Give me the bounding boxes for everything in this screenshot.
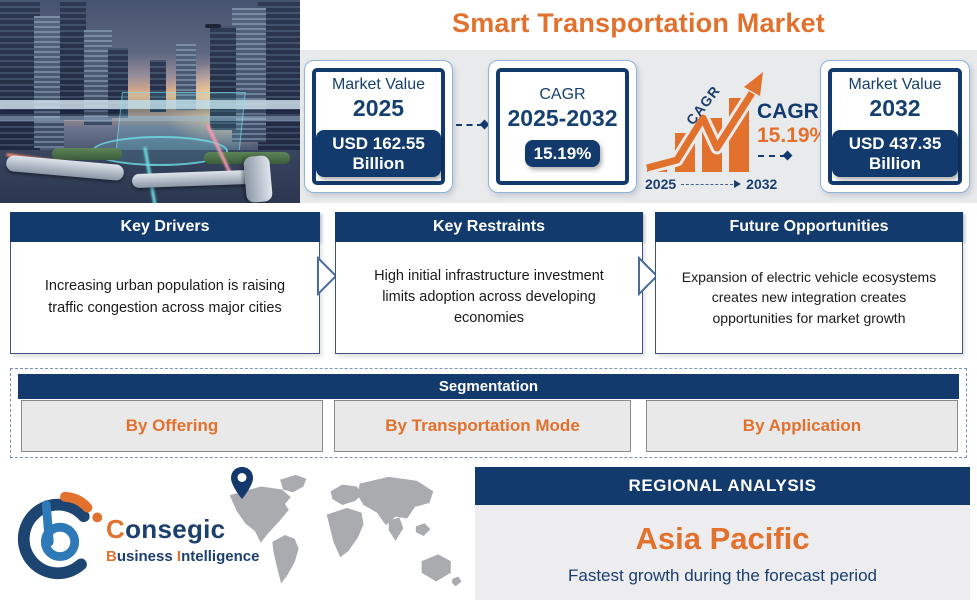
connector-arrow [758, 150, 793, 161]
chart-year-axis: 2025 2032 [645, 176, 777, 192]
segmentation-title: Segmentation [18, 374, 959, 399]
page-title: Smart Transportation Market [452, 8, 825, 38]
brand-sub-rest1: usiness [116, 547, 173, 565]
segment-by-transportation-mode: By Transportation Mode [334, 400, 631, 452]
green-roof [52, 148, 122, 160]
market-value-2032-label: Market Value [848, 75, 942, 93]
chart-end-year: 2032 [746, 176, 778, 192]
map-asia [357, 476, 434, 526]
future-opportunities-title: Future Opportunities [655, 212, 963, 242]
key-restraints-text: High initial infrastructure investment l… [335, 242, 643, 354]
drone [205, 24, 221, 28]
connector-arrow [456, 119, 490, 130]
photo-building [150, 60, 166, 112]
world-map [229, 474, 462, 587]
diamond-arrowhead [782, 150, 793, 161]
dashed-line [758, 154, 786, 157]
segment-by-application: By Application [646, 400, 958, 452]
key-drivers-panel: Key Drivers Increasing urban population … [10, 212, 320, 355]
photo-building [176, 44, 196, 110]
smart-city-photo [0, 0, 300, 203]
cagr-card-inner: CAGR 2025-2032 15.19% [496, 68, 629, 185]
future-opportunities-text: Expansion of electric vehicle ecosystems… [655, 242, 963, 354]
regional-analysis-body: Asia Pacific Fastest growth during the f… [475, 505, 970, 600]
regional-analysis-section: REGIONAL ANALYSIS Asia Pacific Fastest g… [475, 467, 970, 600]
brand-logo: Consegic Business Intelligence [12, 487, 259, 585]
regional-analysis-title: REGIONAL ANALYSIS [475, 467, 970, 505]
map-south-america [272, 535, 299, 584]
map-greenland [280, 474, 307, 493]
map-india [388, 517, 404, 541]
key-restraints-panel: Key Restraints High initial infrastructu… [335, 212, 643, 355]
chevron-right-icon [638, 255, 659, 297]
key-restraints-title: Key Restraints [335, 212, 643, 242]
trend-arrowhead [744, 72, 763, 96]
market-value-2025-year: 2025 [352, 94, 405, 121]
brand-name-rest: onsegic [125, 513, 226, 544]
key-drivers-text: Increasing urban population is raising t… [10, 242, 320, 354]
brand-text: Consegic Business Intelligence [106, 514, 259, 565]
region-name: Asia Pacific [635, 521, 810, 556]
map-north-america [229, 486, 291, 543]
dashed-line [456, 123, 483, 126]
market-value-2025-card: Market Value 2025 USD 162.55 Billion [304, 60, 453, 193]
cagr-label: CAGR [539, 85, 586, 103]
cagr-card: CAGR 2025-2032 15.19% [488, 60, 637, 193]
cagr-note-value: 15.19% [757, 124, 829, 148]
chevron-right-icon [317, 255, 338, 297]
market-value-2032-year: 2032 [869, 94, 921, 121]
cagr-period: 2025-2032 [507, 104, 618, 131]
elevated-roadway [0, 100, 300, 109]
region-subtitle: Fastest growth during the forecast perio… [568, 566, 877, 585]
market-value-2025-inner: Market Value 2025 USD 162.55 Billion [312, 68, 445, 185]
market-value-2025-label: Market Value [331, 75, 426, 93]
brand-subtitle: Business Intelligence [106, 548, 259, 565]
growth-chart-graphic: CAGR [645, 72, 763, 174]
bus [243, 154, 273, 203]
cagr-note-label: CAGR [757, 100, 819, 123]
future-opportunities-panel: Future Opportunities Expansion of electr… [655, 212, 963, 355]
year-arrowhead [734, 180, 742, 188]
brand-sub-accent2: I [176, 547, 182, 565]
photo-building [210, 26, 236, 130]
segmentation-section: Segmentation By Offering By Transportati… [10, 368, 967, 458]
market-value-2032-value: USD 437.35 Billion [832, 129, 958, 178]
brand-name: Consegic [106, 514, 259, 545]
brand-sub-accent1: B [106, 547, 117, 565]
elevated-roadway [0, 116, 300, 121]
map-australia [421, 554, 451, 582]
location-pin-icon [231, 467, 253, 499]
cagr-value: 15.19% [524, 139, 601, 168]
brand-sub-rest2: ntelligence [181, 547, 260, 565]
year-dashed-line [681, 183, 734, 185]
brand-name-accent: C [106, 513, 126, 544]
trend-line [646, 91, 755, 172]
photo-building [34, 16, 64, 148]
segment-by-offering: By Offering [21, 400, 323, 452]
chart-start-year: 2025 [645, 176, 677, 192]
map-new-zealand [451, 576, 462, 587]
map-europe [330, 484, 363, 505]
market-value-2032-card: Market Value 2032 USD 437.35 Billion [820, 60, 970, 193]
photo-building [0, 0, 40, 152]
market-value-2032-inner: Market Value 2032 USD 437.35 Billion [828, 68, 962, 185]
map-southeast-asia [415, 523, 431, 536]
photo-building [84, 30, 112, 126]
cagr-note: CAGR 15.19% [757, 100, 828, 148]
map-africa [326, 507, 364, 558]
key-drivers-title: Key Drivers [10, 212, 320, 242]
consegic-logo-icon [17, 491, 103, 580]
market-value-2025-value: USD 162.55 Billion [316, 129, 441, 178]
